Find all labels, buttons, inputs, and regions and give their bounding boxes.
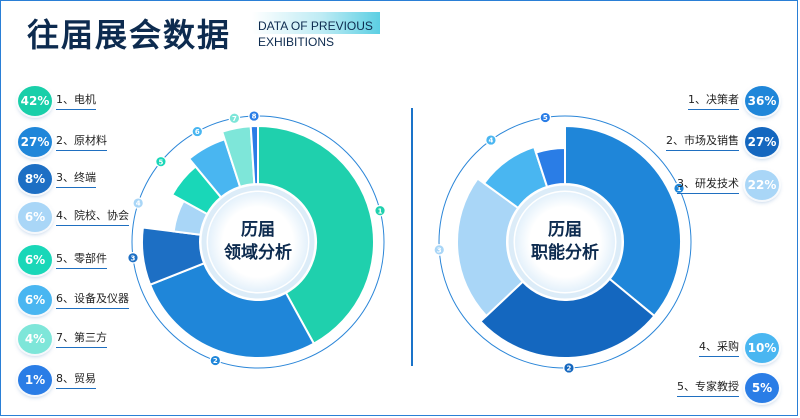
slice-marker-2 [209,354,222,367]
center-disc [515,192,615,292]
slice-marker-label-4: 4 [136,200,141,208]
percent-badge: 22% [745,170,779,200]
subtitle-line-2: EXHIBITIONS [258,35,335,49]
legend-item: 42% 1、电机 [18,86,148,116]
slice-marker-label-1: 1 [378,207,383,215]
percent-badge: 8% [18,164,52,194]
chart-title-line-2: 职能分析 [531,242,599,263]
slice-marker-label-1: 1 [677,185,682,193]
legend-label: 4、采购 [699,338,739,357]
percent-badge: 6% [18,202,52,232]
legend-item: 6% 5、零部件 [18,245,148,275]
center-disc [208,192,308,292]
legend-label: 4、院校、协会 [56,207,129,226]
percent-badge: 42% [18,86,52,116]
legend-label: 8、贸易 [56,370,96,389]
slice-marker-label-4: 4 [489,137,494,145]
legend-label: 6、设备及仪器 [56,290,129,309]
slice-marker-label-3: 3 [437,247,442,255]
legend-item: 5% 5、专家教授 [619,373,779,403]
slice-marker-8 [248,110,260,122]
legend-item: 1% 8、贸易 [18,365,148,395]
percent-badge: 1% [18,365,52,395]
center-divider [411,108,413,366]
legend-item: 6% 4、院校、协会 [18,202,148,232]
chart-title-line-1: 历届 [241,220,275,240]
chart-title-line-2: 领域分析 [224,242,292,263]
legend-label: 3、研发技术 [677,175,739,194]
legend-label: 7、第三方 [56,329,107,348]
slice-marker-label-2: 2 [567,365,572,373]
percent-badge: 6% [18,285,52,315]
slice-marker-5 [155,155,167,168]
slice-marker-3 [127,251,139,264]
legend-label: 5、零部件 [56,250,107,269]
slice-marker-7 [228,112,241,125]
subtitle-highlight [252,12,380,34]
percent-badge: 5% [745,373,779,403]
slice-marker-5 [539,111,552,124]
percent-badge: 36% [745,86,779,116]
legend-label: 3、终端 [56,169,96,188]
slice-marker-4 [132,197,144,209]
slice-marker-6 [191,125,204,138]
slice-marker-label-6: 6 [195,128,200,136]
percent-badge: 27% [18,127,52,157]
subtitle-line-1: DATA OF PREVIOUS [258,19,373,33]
legend-item: 8% 3、终端 [18,164,148,194]
chart-title-line-1: 历届 [548,220,582,240]
slice-marker-label-3: 3 [131,254,136,262]
legend-label: 1、电机 [56,91,96,110]
slice-marker-3 [433,244,446,256]
percent-badge: 10% [745,333,779,363]
slice-marker-label-8: 8 [252,113,257,121]
legend-item: 27% 2、原材料 [18,127,148,157]
slice-marker-label-2: 2 [213,357,218,365]
legend-item: 22% 3、研发技术 [619,170,779,200]
legend-label: 2、原材料 [56,132,107,151]
center-halo [508,185,622,299]
slice-marker-label-7: 7 [232,115,237,123]
legend-item: 6% 6、设备及仪器 [18,285,148,315]
percent-badge: 4% [18,324,52,354]
legend-label: 2、市场及销售 [666,132,739,151]
center-halo [201,185,315,299]
slice-marker-4 [485,134,497,146]
percent-badge: 6% [18,245,52,275]
legend-item: 36% 1、决策者 [619,86,779,116]
legend-item: 4% 7、第三方 [18,324,148,354]
legend-label: 1、决策者 [688,91,739,110]
legend-item: 27% 2、市场及销售 [619,127,779,157]
legend-item: 10% 4、采购 [619,333,779,363]
slice-1 [257,124,375,346]
legend-label: 5、专家教授 [677,378,739,397]
page-title: 往届展会数据 [27,16,232,54]
slice-marker-2 [563,362,575,374]
percent-badge: 27% [745,127,779,157]
page-subtitle: DATA OF PREVIOUS EXHIBITIONS [258,18,398,50]
slice-marker-1 [374,204,386,217]
slice-marker-label-5: 5 [543,114,548,122]
slice-marker-label-5: 5 [158,158,163,166]
